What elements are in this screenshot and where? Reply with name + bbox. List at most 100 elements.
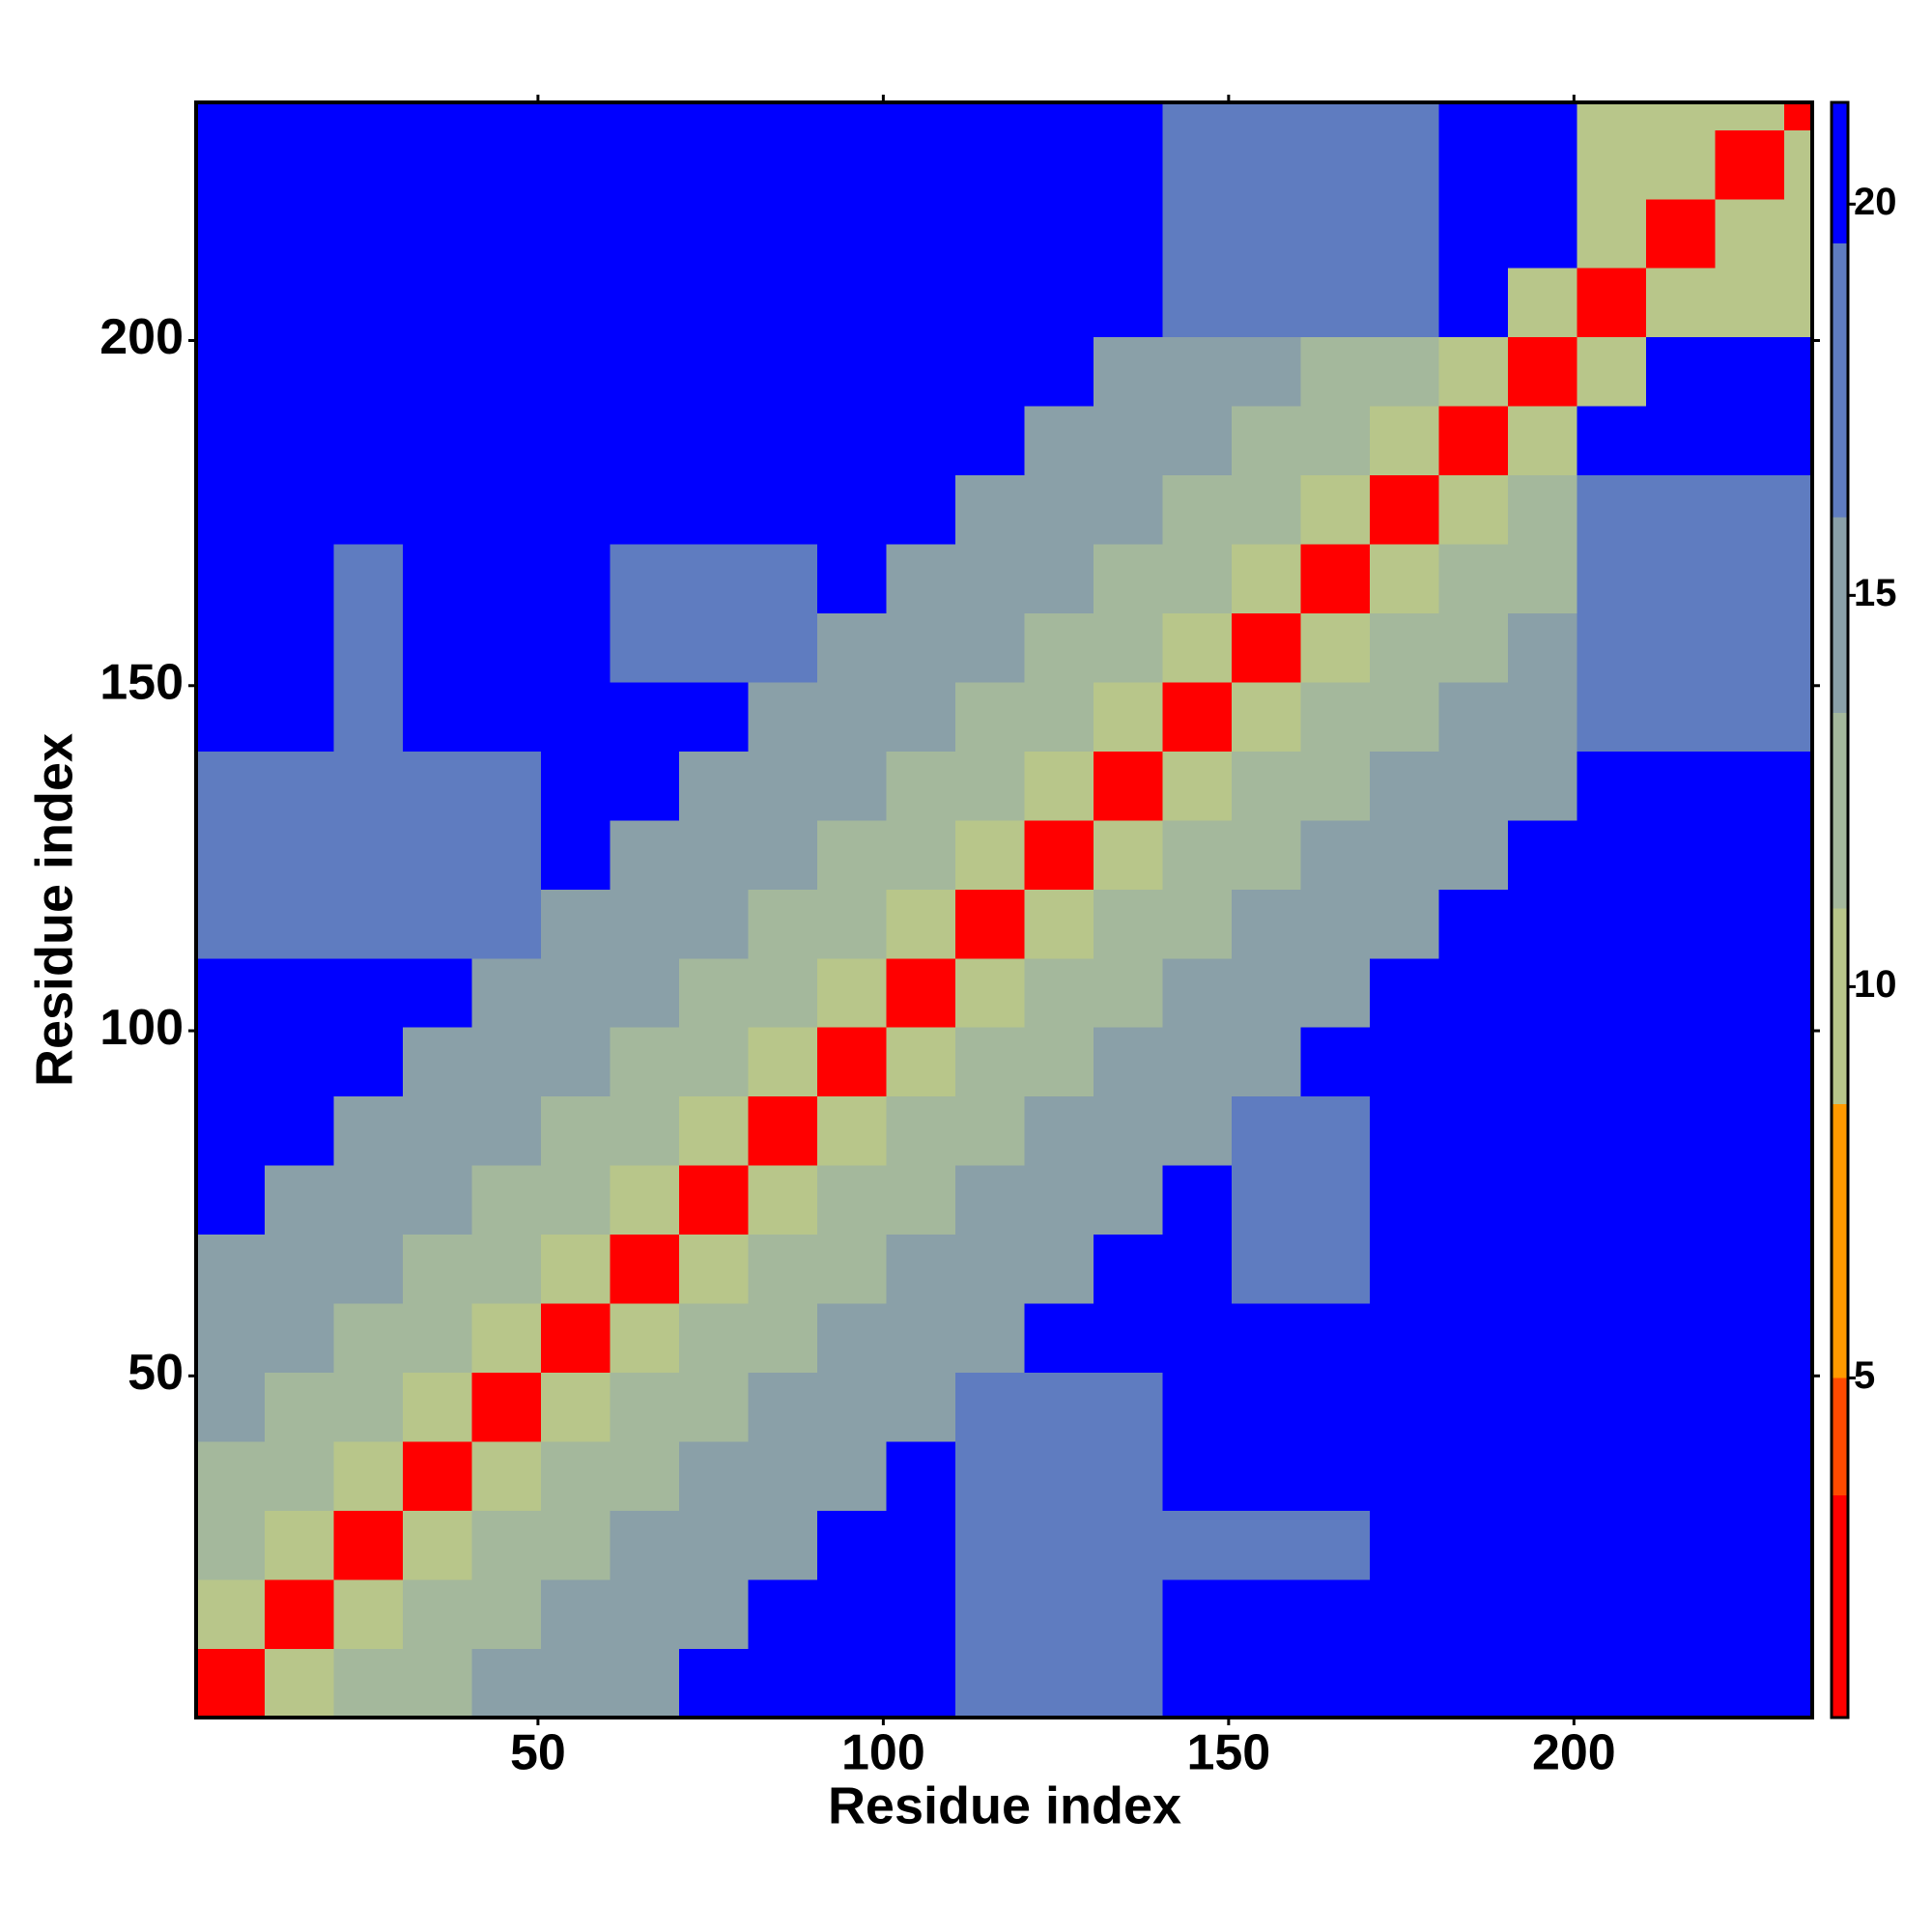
heatmap-cell <box>403 474 473 545</box>
heatmap-cell <box>1508 1440 1578 1511</box>
colorbar-band <box>1832 102 1848 243</box>
heatmap-cell <box>471 681 542 752</box>
heatmap-cell <box>471 1095 542 1166</box>
heatmap-cell <box>1438 1440 1509 1511</box>
heatmap-cell <box>886 957 956 1028</box>
heatmap-cell <box>1784 406 1813 476</box>
heatmap-cell <box>1232 1303 1302 1373</box>
heatmap-cell <box>195 1578 266 1649</box>
heatmap-cell <box>1646 1578 1717 1649</box>
heatmap-cell <box>1300 336 1371 407</box>
heatmap-cell <box>541 1303 611 1373</box>
heatmap-cell <box>1784 1440 1813 1511</box>
heatmap-cell <box>1784 1095 1813 1166</box>
heatmap-cell <box>1162 612 1233 683</box>
heatmap-cell <box>886 612 956 683</box>
heatmap-cell <box>886 336 956 407</box>
heatmap-cell <box>265 1510 335 1580</box>
y-tick-label: 50 <box>128 1345 184 1401</box>
x-axis-title: Residue index <box>828 1776 1181 1834</box>
heatmap-cell <box>195 1648 266 1719</box>
heatmap-cell <box>541 889 611 959</box>
heatmap-cell <box>1162 336 1233 407</box>
heatmap-cell <box>1300 198 1371 269</box>
heatmap-cell <box>679 1165 750 1236</box>
heatmap-cell <box>610 336 680 407</box>
heatmap-cell <box>1370 957 1440 1028</box>
heatmap-cell <box>1715 1440 1785 1511</box>
heatmap-cell <box>1646 612 1717 683</box>
heatmap-cell <box>1162 1095 1233 1166</box>
heatmap-cell <box>541 1234 611 1304</box>
heatmap-cell <box>1784 1648 1813 1719</box>
heatmap-cell <box>1232 1440 1302 1511</box>
heatmap-cell <box>748 1027 818 1097</box>
heatmap-cell <box>1094 1510 1164 1580</box>
heatmap-cell <box>1370 1303 1440 1373</box>
heatmap-cell <box>403 1234 473 1304</box>
heatmap-cell <box>1370 751 1440 821</box>
heatmap-cell <box>333 336 404 407</box>
heatmap-cell <box>610 1440 680 1511</box>
heatmap-cell <box>1370 1165 1440 1236</box>
heatmap-cell <box>541 751 611 821</box>
heatmap-cell <box>403 1510 473 1580</box>
heatmap-cell <box>1162 101 1233 130</box>
heatmap-cell <box>1508 101 1578 130</box>
heatmap-cell <box>610 1510 680 1580</box>
heatmap-cell <box>817 336 888 407</box>
heatmap-cell <box>955 1578 1026 1649</box>
heatmap-cell <box>541 406 611 476</box>
heatmap-cell <box>1094 544 1164 614</box>
heatmap-cell <box>265 268 335 338</box>
heatmap-cell <box>886 406 956 476</box>
heatmap-cell <box>333 612 404 683</box>
heatmap-cell <box>1715 336 1785 407</box>
heatmap-cell <box>333 1165 404 1236</box>
heatmap-cell <box>1300 101 1371 130</box>
heatmap-cell <box>679 1027 750 1097</box>
heatmap-cell <box>1370 1027 1440 1097</box>
heatmap-cell <box>817 474 888 545</box>
heatmap-cell <box>955 406 1026 476</box>
heatmap-cell <box>1232 1510 1302 1580</box>
heatmap-cell <box>1024 198 1094 269</box>
heatmap-cell <box>748 819 818 890</box>
heatmap-cell <box>1438 198 1509 269</box>
heatmap-cell <box>1024 1578 1094 1649</box>
heatmap-cell <box>1300 957 1371 1028</box>
heatmap-cell <box>817 819 888 890</box>
heatmap-cell <box>195 819 266 890</box>
heatmap-cell <box>1094 198 1164 269</box>
heatmap-cell <box>1094 474 1164 545</box>
heatmap-cell <box>471 268 542 338</box>
heatmap-cell <box>610 1027 680 1097</box>
heatmap-cell <box>1438 889 1509 959</box>
heatmap-cell <box>1508 1234 1578 1304</box>
heatmap-cell <box>610 544 680 614</box>
heatmap-cell <box>1577 1440 1647 1511</box>
heatmap-cell <box>1024 1440 1094 1511</box>
heatmap-cell <box>1715 957 1785 1028</box>
heatmap-cell <box>1438 1165 1509 1236</box>
heatmap-cell <box>748 474 818 545</box>
heatmap-cell <box>610 198 680 269</box>
heatmap-cell <box>955 1648 1026 1719</box>
heatmap-cell <box>1370 1234 1440 1304</box>
heatmap-cell <box>195 544 266 614</box>
heatmap-cell <box>679 544 750 614</box>
heatmap-cell <box>748 101 818 130</box>
heatmap-cell <box>195 1095 266 1166</box>
heatmap-cell <box>333 406 404 476</box>
heatmap-cell <box>1784 819 1813 890</box>
heatmap-cell <box>403 1372 473 1442</box>
heatmap-cell <box>1094 1648 1164 1719</box>
heatmap-cell <box>471 1372 542 1442</box>
heatmap-cell <box>265 889 335 959</box>
heatmap-cell <box>817 612 888 683</box>
heatmap-cell <box>1232 819 1302 890</box>
heatmap-cell <box>817 1303 888 1373</box>
heatmap-cell <box>886 1027 956 1097</box>
heatmap-cell <box>1508 1648 1578 1719</box>
heatmap-cell <box>265 612 335 683</box>
